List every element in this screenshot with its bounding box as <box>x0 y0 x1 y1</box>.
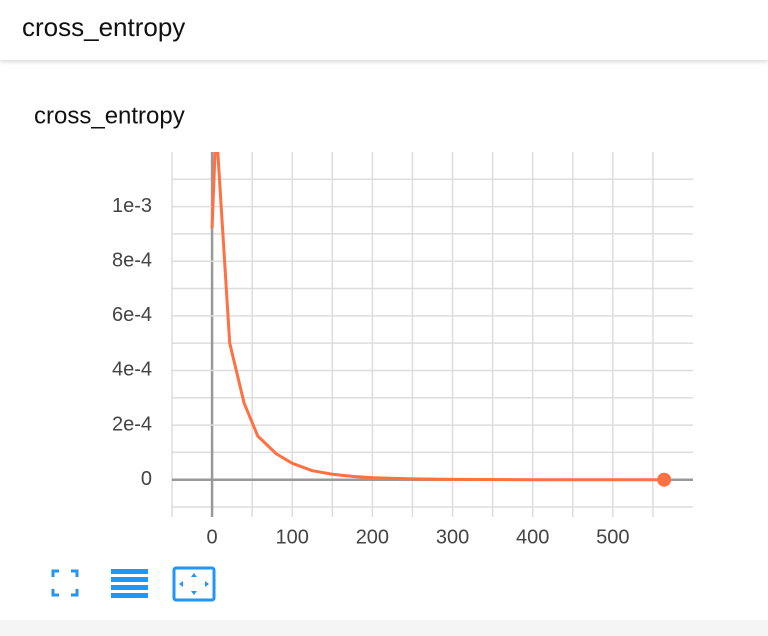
y-tick-label: 0 <box>141 468 152 490</box>
plot <box>210 152 665 482</box>
card <box>0 60 768 620</box>
x-tick-label: 200 <box>356 526 389 548</box>
y-tick-label: 6e-4 <box>112 304 152 326</box>
x-tick-label: 0 <box>207 526 218 548</box>
line <box>210 152 665 482</box>
expand-icon[interactable] <box>172 566 216 602</box>
header-title: cross_entropy <box>22 12 186 42</box>
x-tick-label: 400 <box>516 526 549 548</box>
x-tick-label: 300 <box>436 526 469 548</box>
fit-icon[interactable] <box>51 569 79 597</box>
end-marker <box>657 472 672 487</box>
list-icon[interactable] <box>111 569 148 598</box>
y-tick-label: 8e-4 <box>112 250 152 272</box>
header: cross_entropy <box>0 0 768 60</box>
y-tick-label: 1e-3 <box>112 195 152 217</box>
chart-title: cross_entropy <box>34 102 185 129</box>
y-tick-label: 2e-4 <box>112 413 152 435</box>
x-tick-label: 500 <box>596 526 629 548</box>
y-tick-label: 4e-4 <box>112 359 152 381</box>
x-tick-label: 100 <box>276 526 309 548</box>
